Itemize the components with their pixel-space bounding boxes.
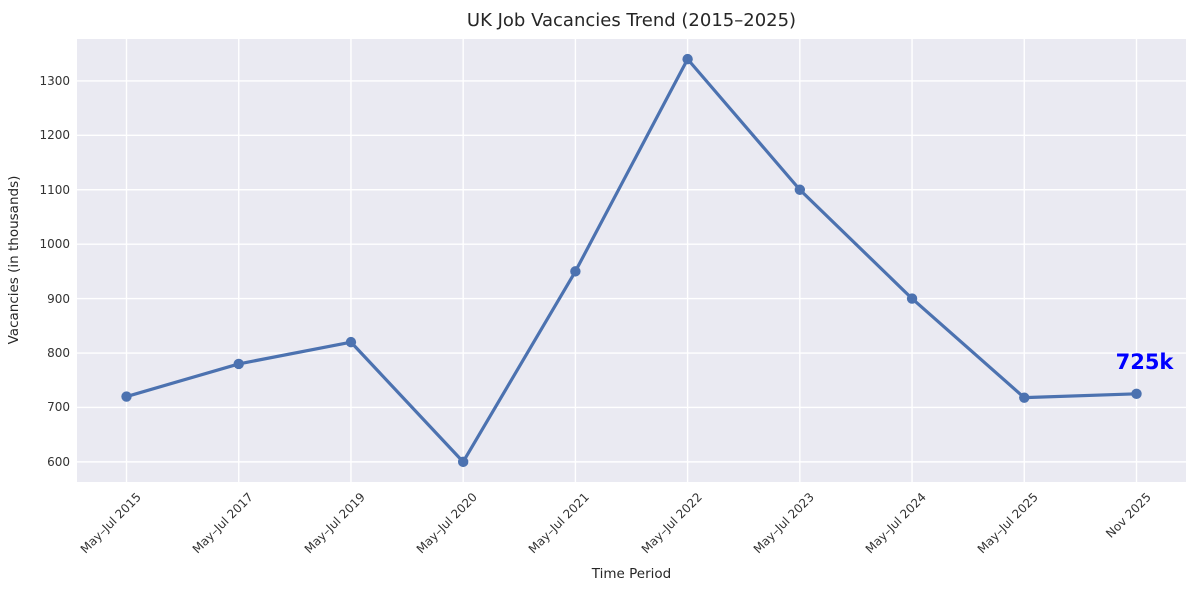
line-chart-svg [77,39,1186,482]
data-point-marker [233,358,244,370]
data-point-marker [570,266,581,277]
data-point-marker [682,53,693,65]
x-tick-label: May–Jul 2022 [638,490,705,557]
y-tick-label: 1000 [39,237,70,252]
y-axis-label: Vacancies (in thousands) [6,175,22,345]
chart-title: UK Job Vacancies Trend (2015–2025) [466,10,797,31]
data-point-marker [906,293,918,304]
data-point-marker [457,456,469,468]
y-tick-label: 1200 [39,128,70,143]
plot-area: 725k [77,39,1186,482]
x-tick-label: May–Jul 2017 [189,490,256,557]
data-point-marker [121,391,132,402]
x-tick-label: May–Jul 2025 [974,490,1042,557]
x-tick-label: May–Jul 2021 [526,490,593,557]
y-tick-label: 900 [47,291,70,306]
x-tick-label: May–Jul 2024 [862,490,929,557]
data-point-marker [1131,388,1142,400]
x-tick-label: Nov 2025 [1102,490,1154,541]
y-tick-label: 700 [47,400,70,415]
x-tick-label: May–Jul 2020 [413,490,481,557]
x-axis-label: Time Period [591,566,672,582]
data-point-marker [1019,392,1030,403]
x-tick-label: May–Jul 2019 [301,490,368,557]
x-tick-label: May–Jul 2015 [77,490,144,557]
y-tick-label: 1300 [39,73,70,88]
series-line [124,57,1139,464]
last-value-annotation: 725k [1115,349,1174,374]
y-tick-label: 800 [47,346,70,361]
data-point-marker [794,184,806,195]
y-tick-label: 600 [47,454,70,469]
y-tick-label: 1100 [39,182,70,197]
data-point-marker [345,336,357,348]
x-tick-label: May–Jul 2023 [750,490,817,557]
